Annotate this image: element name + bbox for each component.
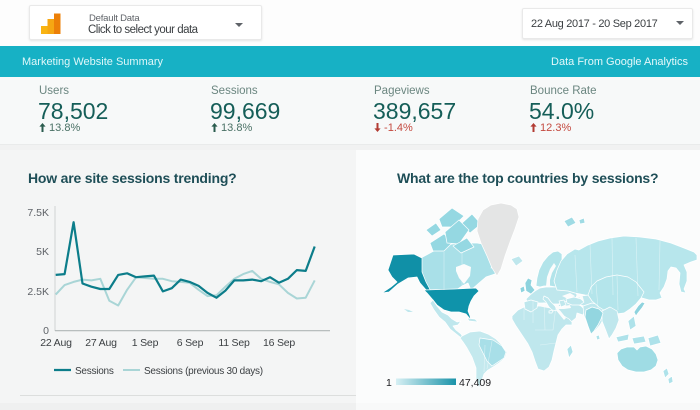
svg-text:7.5K: 7.5K: [27, 207, 49, 219]
svg-text:5K: 5K: [36, 246, 49, 258]
svg-text:Sessions: Sessions: [75, 366, 114, 377]
svg-text:11 Sep: 11 Sep: [218, 337, 250, 349]
svg-text:47,409: 47,409: [459, 377, 491, 389]
svg-text:6 Sep: 6 Sep: [177, 337, 204, 349]
svg-text:Sessions (previous 30 days): Sessions (previous 30 days): [144, 366, 263, 377]
svg-text:16 Sep: 16 Sep: [263, 337, 295, 349]
svg-text:0: 0: [43, 325, 49, 337]
svg-text:2.5K: 2.5K: [27, 286, 49, 298]
svg-text:1 Sep: 1 Sep: [132, 337, 159, 349]
svg-text:1: 1: [386, 377, 392, 389]
svg-text:22 Aug: 22 Aug: [40, 337, 72, 349]
svg-text:27 Aug: 27 Aug: [85, 337, 117, 349]
